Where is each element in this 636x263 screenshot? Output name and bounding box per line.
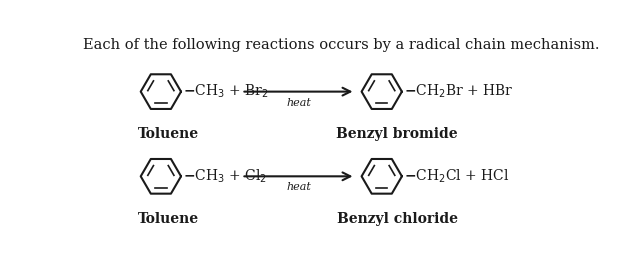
- Text: Benzyl chloride: Benzyl chloride: [336, 212, 458, 226]
- Text: Toluene: Toluene: [138, 127, 199, 141]
- Text: heat: heat: [286, 183, 311, 193]
- Text: Toluene: Toluene: [138, 212, 199, 226]
- Text: $\mathbf{-}$CH$_3$ + Br$_2$: $\mathbf{-}$CH$_3$ + Br$_2$: [183, 83, 269, 100]
- Text: Each of the following reactions occurs by a radical chain mechanism.: Each of the following reactions occurs b…: [83, 38, 600, 52]
- Text: Benzyl bromide: Benzyl bromide: [336, 127, 458, 141]
- Text: $\mathbf{-}$CH$_2$Br + HBr: $\mathbf{-}$CH$_2$Br + HBr: [404, 83, 513, 100]
- Text: $\mathbf{-}$CH$_3$ + Cl$_2$: $\mathbf{-}$CH$_3$ + Cl$_2$: [183, 168, 267, 185]
- Text: heat: heat: [286, 98, 311, 108]
- Text: $\mathbf{-}$CH$_2$Cl + HCl: $\mathbf{-}$CH$_2$Cl + HCl: [404, 168, 509, 185]
